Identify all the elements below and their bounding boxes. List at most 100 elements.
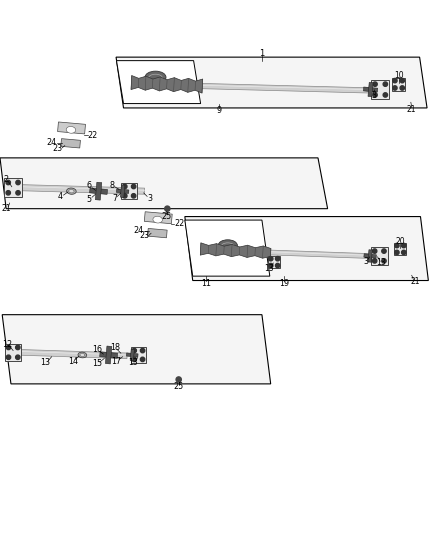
Polygon shape <box>130 349 134 361</box>
Polygon shape <box>148 229 167 238</box>
Text: 12: 12 <box>2 340 12 349</box>
Circle shape <box>141 349 145 353</box>
Circle shape <box>131 184 136 189</box>
Circle shape <box>373 93 377 97</box>
Ellipse shape <box>78 352 87 358</box>
Text: 11: 11 <box>201 279 211 288</box>
Text: 21: 21 <box>407 105 417 114</box>
Circle shape <box>402 250 406 255</box>
Circle shape <box>372 249 377 253</box>
Circle shape <box>16 345 20 350</box>
Text: 1: 1 <box>259 49 265 58</box>
Ellipse shape <box>218 240 237 251</box>
Text: 23: 23 <box>139 231 150 240</box>
Polygon shape <box>368 250 372 262</box>
Text: 3: 3 <box>364 257 369 266</box>
Circle shape <box>132 349 136 353</box>
Circle shape <box>16 355 20 359</box>
Circle shape <box>6 191 11 195</box>
Circle shape <box>132 357 136 361</box>
Polygon shape <box>131 76 203 93</box>
Polygon shape <box>185 220 270 276</box>
Text: 25: 25 <box>161 212 172 221</box>
Polygon shape <box>5 344 21 361</box>
Polygon shape <box>4 179 22 197</box>
Polygon shape <box>268 256 280 268</box>
Text: 19: 19 <box>279 279 289 288</box>
Ellipse shape <box>66 126 76 133</box>
Circle shape <box>276 263 280 268</box>
Circle shape <box>6 345 11 350</box>
Polygon shape <box>20 184 145 194</box>
Circle shape <box>383 93 388 97</box>
Polygon shape <box>2 314 271 384</box>
Polygon shape <box>394 243 406 255</box>
Polygon shape <box>58 122 85 134</box>
Circle shape <box>131 193 136 198</box>
Text: 14: 14 <box>68 357 78 366</box>
Text: 3: 3 <box>147 193 152 203</box>
Polygon shape <box>131 347 146 363</box>
Ellipse shape <box>80 353 85 357</box>
Polygon shape <box>95 182 102 200</box>
Text: 18: 18 <box>110 343 120 352</box>
Polygon shape <box>20 350 127 359</box>
Polygon shape <box>185 216 428 280</box>
Circle shape <box>372 259 377 263</box>
Polygon shape <box>200 243 271 258</box>
Circle shape <box>16 191 20 195</box>
Text: 9: 9 <box>216 106 222 115</box>
Ellipse shape <box>69 189 74 193</box>
Polygon shape <box>0 158 328 209</box>
Circle shape <box>141 357 145 361</box>
Circle shape <box>6 355 11 359</box>
Text: 17: 17 <box>111 357 122 366</box>
Polygon shape <box>117 189 129 193</box>
Ellipse shape <box>67 188 76 195</box>
Text: 6: 6 <box>87 181 92 190</box>
Ellipse shape <box>145 71 166 84</box>
Polygon shape <box>364 254 376 258</box>
Circle shape <box>6 180 11 185</box>
Polygon shape <box>61 139 81 148</box>
Circle shape <box>16 180 20 185</box>
Text: 25: 25 <box>173 383 184 391</box>
Circle shape <box>268 263 273 268</box>
Polygon shape <box>127 353 138 357</box>
Text: 5: 5 <box>87 195 92 204</box>
Polygon shape <box>116 57 427 108</box>
Text: 24: 24 <box>46 139 57 148</box>
Text: 22: 22 <box>174 219 185 228</box>
Circle shape <box>382 259 386 263</box>
Circle shape <box>395 244 399 248</box>
Text: 23: 23 <box>53 144 63 153</box>
Polygon shape <box>106 346 112 364</box>
Circle shape <box>123 184 127 189</box>
Circle shape <box>268 256 273 261</box>
Polygon shape <box>368 83 373 96</box>
Polygon shape <box>90 188 107 195</box>
Polygon shape <box>100 352 117 358</box>
Polygon shape <box>201 84 370 93</box>
Polygon shape <box>145 212 172 224</box>
Text: 3: 3 <box>371 91 377 100</box>
Circle shape <box>176 377 181 382</box>
Polygon shape <box>270 250 369 259</box>
Circle shape <box>165 206 170 211</box>
Text: 7: 7 <box>112 193 117 203</box>
Circle shape <box>402 244 406 248</box>
Circle shape <box>395 250 399 255</box>
Text: 16: 16 <box>92 345 102 354</box>
Text: 21: 21 <box>410 277 420 286</box>
Text: 13: 13 <box>376 259 386 268</box>
Text: 4: 4 <box>58 192 63 201</box>
Polygon shape <box>117 61 201 103</box>
Text: 13: 13 <box>128 358 138 367</box>
Text: 2: 2 <box>4 175 9 184</box>
Polygon shape <box>392 78 405 91</box>
Text: 8: 8 <box>110 181 115 190</box>
Circle shape <box>393 86 397 90</box>
Text: 10: 10 <box>395 71 404 80</box>
Circle shape <box>276 256 280 261</box>
Circle shape <box>383 82 388 86</box>
